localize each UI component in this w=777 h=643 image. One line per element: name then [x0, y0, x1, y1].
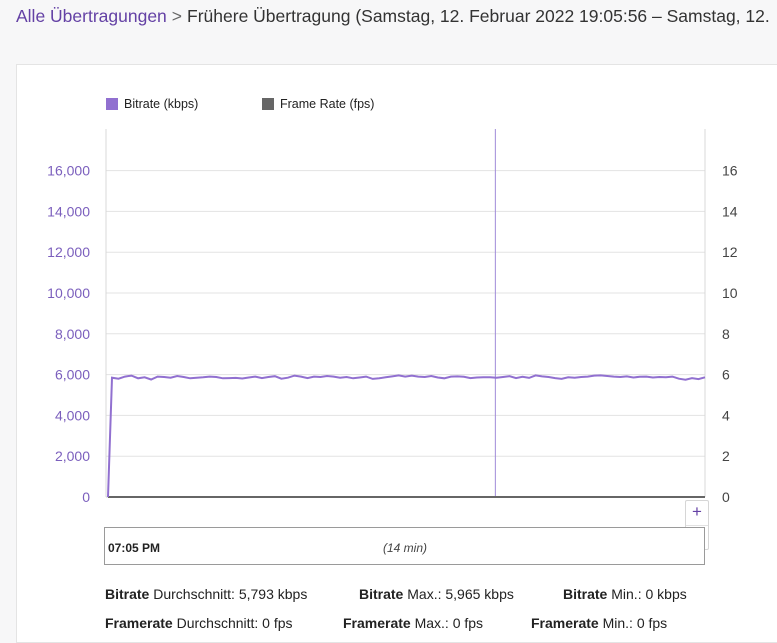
stat-value: Durchschnitt: 5,793 kbps [149, 586, 308, 602]
stat-framerate-max: Framerate Max.: 0 fps [343, 615, 483, 631]
stat-label: Bitrate [359, 586, 404, 602]
stat-label: Bitrate [105, 586, 150, 602]
right-tick-label: 8 [722, 326, 730, 342]
left-tick-label: 0 [82, 489, 90, 505]
legend-bitrate-label[interactable]: Bitrate (kbps) [124, 97, 198, 111]
stat-label: Bitrate [563, 586, 608, 602]
breadcrumb: Alle Übertragungen > Frühere Übertragung (… [16, 6, 777, 27]
navigator-start-time: 07:05 PM [108, 541, 161, 555]
navigator-duration: (14 min) [383, 541, 428, 555]
stat-framerate-min: Framerate Min.: 0 fps [531, 615, 667, 631]
right-tick-label: 10 [722, 285, 738, 301]
legend-framerate-swatch [262, 98, 274, 110]
left-tick-label: 10,000 [47, 285, 90, 301]
stat-label: Framerate [105, 615, 173, 631]
stat-label: Framerate [531, 615, 599, 631]
breadcrumb-link-all-broadcasts[interactable]: Alle Übertragungen [16, 6, 167, 26]
stat-bitrate-average: Bitrate Durchschnitt: 5,793 kbps [105, 586, 307, 602]
stat-value: Max.: 0 fps [410, 615, 484, 631]
stat-bitrate-max: Bitrate Max.: 5,965 kbps [359, 586, 514, 602]
legend-bitrate-swatch [106, 98, 118, 110]
right-tick-label: 2 [722, 448, 730, 464]
left-tick-label: 6,000 [55, 367, 90, 383]
bitrate-framerate-chart: Bitrate (kbps) Frame Rate (fps) 0 2,000 4,… [47, 97, 738, 505]
right-tick-label: 4 [722, 407, 730, 423]
left-axis: 0 2,000 4,000 6,000 8,000 10,000 12,000 14,000 1… [47, 163, 90, 505]
breadcrumb-separator: > [171, 6, 183, 26]
left-tick-label: 2,000 [55, 448, 90, 464]
bitrate-series-line [107, 374, 706, 498]
left-tick-label: 4,000 [55, 407, 90, 423]
stat-framerate-average: Framerate Durchschnitt: 0 fps [105, 615, 293, 631]
stat-value: Durchschnitt: 0 fps [172, 615, 293, 631]
left-tick-label: 12,000 [47, 244, 90, 260]
right-tick-label: 0 [722, 489, 730, 505]
legend-framerate-label[interactable]: Frame Rate (fps) [280, 97, 374, 111]
right-tick-label: 16 [722, 163, 738, 179]
breadcrumb-current: Frühere Übertragung (Samstag, 12. Februa… [187, 6, 770, 26]
left-tick-label: 8,000 [55, 326, 90, 342]
left-tick-label: 16,000 [47, 163, 90, 179]
right-tick-label: 14 [722, 203, 738, 219]
legend: Bitrate (kbps) Frame Rate (fps) [106, 97, 374, 111]
stat-label: Framerate [343, 615, 411, 631]
right-tick-label: 12 [722, 244, 738, 260]
zoom-in-button[interactable]: + [686, 501, 708, 526]
time-navigator[interactable]: 07:05 PM (14 min) [104, 527, 705, 565]
stat-value: Min.: 0 kbps [607, 586, 687, 602]
left-tick-label: 14,000 [47, 203, 90, 219]
right-tick-label: 6 [722, 367, 730, 383]
stat-bitrate-min: Bitrate Min.: 0 kbps [563, 586, 687, 602]
right-axis: 0 2 4 6 8 10 12 14 16 [722, 163, 738, 505]
grid [106, 170, 705, 498]
stat-value: Min.: 0 fps [598, 615, 668, 631]
stat-value: Max.: 5,965 kbps [403, 586, 514, 602]
